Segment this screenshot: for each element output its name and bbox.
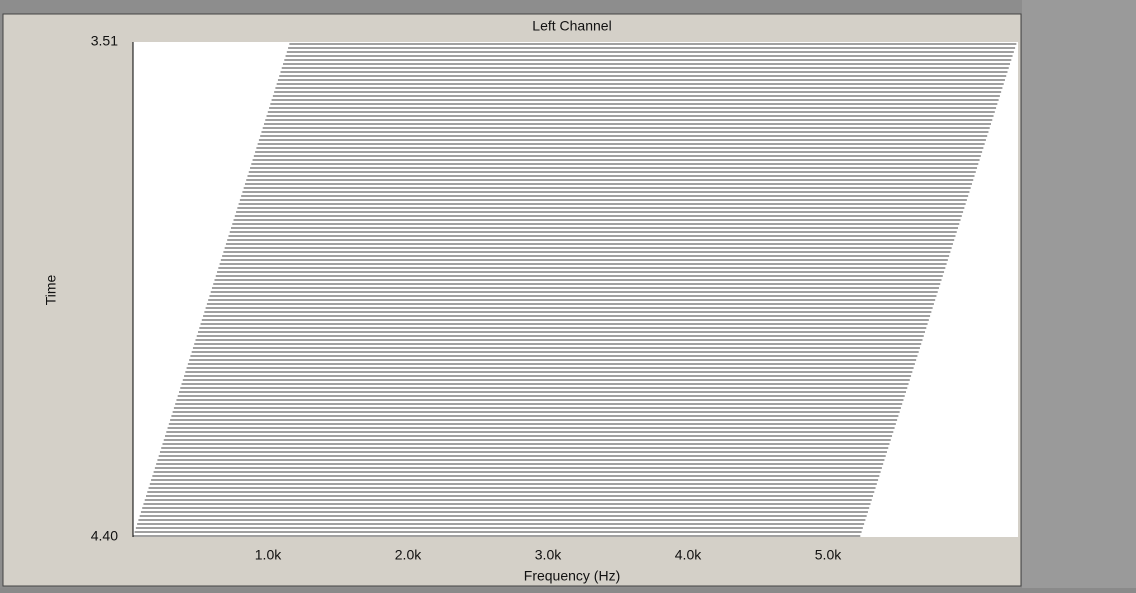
y-tick-label: 3.51 — [91, 33, 118, 49]
screenshot: Left Channel 3.51 4.40 Time 1.0k 2.0k 3.… — [0, 0, 1136, 588]
page: Left Channel 3.51 4.40 Time 1.0k 2.0k 3.… — [0, 0, 1136, 588]
x-tick-label: 2.0k — [395, 547, 422, 563]
x-tick-label: 5.0k — [815, 547, 842, 563]
x-tick-label: 4.0k — [675, 547, 702, 563]
x-axis-label: Frequency (Hz) — [524, 568, 620, 584]
x-tick-label: 3.0k — [535, 547, 562, 563]
window-title: Left Channel — [532, 18, 611, 34]
y-tick-label: 4.40 — [91, 528, 118, 544]
page-margin — [1022, 0, 1136, 588]
x-tick-label: 1.0k — [255, 547, 282, 563]
y-axis-label: Time — [43, 274, 59, 305]
